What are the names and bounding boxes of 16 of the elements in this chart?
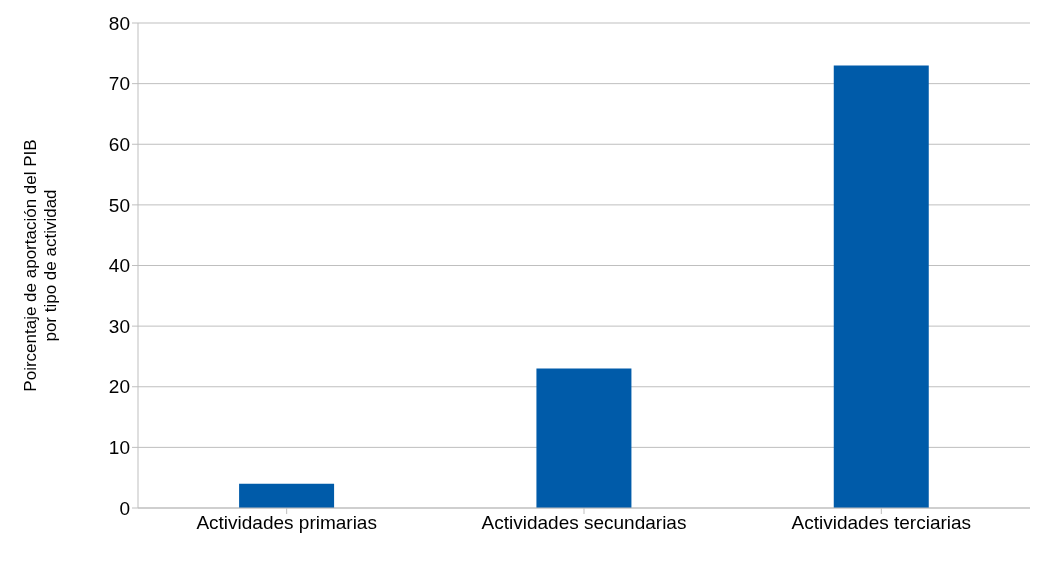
y-tick-label: 0 [119, 497, 130, 519]
y-tick-label: 20 [108, 376, 130, 398]
bar [239, 483, 335, 508]
y-axis-title: Poircentaje de aportación del PIB por tipo de actividad [21, 139, 60, 392]
y-tick-label: 70 [108, 73, 130, 95]
y-tick-label: 10 [108, 437, 130, 459]
x-tick-label: Actividades primarias [196, 512, 377, 534]
y-tick-label: 40 [108, 255, 130, 277]
y-tick-label: 50 [108, 194, 130, 216]
y-tick-label: 60 [108, 133, 130, 155]
x-tick-label: Actividades secundarias [481, 512, 687, 534]
y-tick-label: 80 [108, 12, 130, 34]
bar [833, 65, 929, 508]
y-tick-label: 30 [108, 315, 130, 337]
x-tick-label: Actividades terciarias [791, 512, 972, 534]
bar [536, 368, 632, 508]
